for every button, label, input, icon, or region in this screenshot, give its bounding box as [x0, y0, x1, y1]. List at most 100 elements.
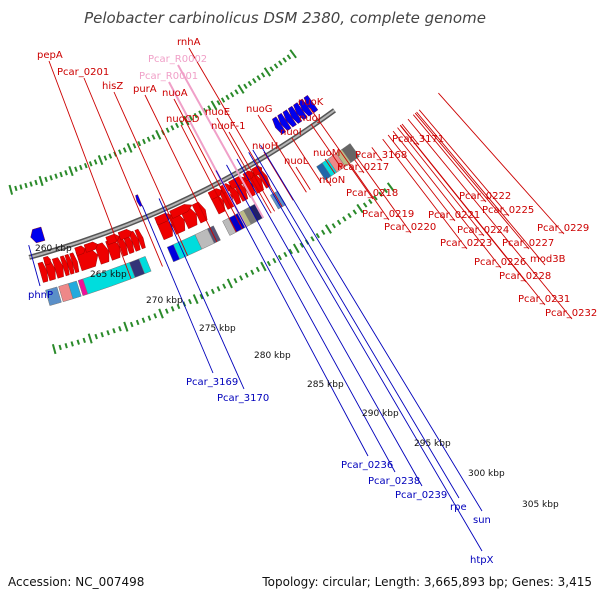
gene-label-nuoCD: nuoCD	[166, 114, 200, 125]
outer-tick	[250, 269, 255, 275]
backbone-ring	[28, 108, 336, 260]
outer-tick	[94, 333, 98, 340]
outer-tick	[192, 294, 199, 305]
leader-line	[416, 111, 546, 266]
gene-label-purA: purA	[133, 84, 157, 95]
forward-gene-arrow	[69, 252, 80, 274]
outer-tick	[260, 261, 267, 272]
cog-block	[68, 280, 82, 300]
outer-tick	[170, 306, 175, 312]
leader-line	[28, 244, 41, 287]
cog-block	[45, 286, 62, 306]
outer-tick	[176, 303, 181, 310]
kbp-label-290: 290 kbp	[362, 409, 399, 419]
gene-label-Pcar_3168: Pcar_3168	[355, 150, 407, 161]
leader-line	[158, 198, 245, 390]
gene-label-nuoE: nuoE	[205, 107, 230, 118]
reverse-gene-arrow	[135, 194, 143, 207]
label-leader-lines	[28, 47, 573, 552]
outer-tick	[331, 223, 336, 229]
leader-line	[216, 117, 272, 214]
outer-tick	[233, 277, 238, 284]
inner-tick	[207, 105, 212, 111]
leader-line	[387, 134, 456, 222]
outer-tick	[158, 308, 164, 319]
forward-gene-arrow	[74, 245, 86, 256]
outer-tick	[147, 315, 152, 321]
gene-label-Pcar_0239: Pcar_0239	[395, 490, 447, 501]
backbone-arc-highlight	[28, 109, 336, 259]
gene-label-mod3B: mod3B	[530, 254, 566, 265]
inner-tick	[247, 80, 253, 87]
inner-tick	[220, 97, 226, 103]
leader-line	[177, 64, 264, 219]
leader-line	[412, 114, 487, 203]
inner-tick	[59, 171, 63, 178]
inner-tick	[142, 138, 146, 145]
outer-tick	[356, 203, 364, 214]
inner-tick	[237, 84, 245, 94]
outer-tick	[123, 321, 129, 332]
inner-tick	[54, 173, 58, 179]
leader-line	[180, 124, 237, 233]
gene-label-Pcar_3169: Pcar_3169	[186, 377, 238, 388]
outer-tick	[141, 317, 146, 323]
outer-tick	[386, 182, 395, 192]
inner-tick	[137, 140, 142, 147]
gene-label-Pcar_0225: Pcar_0225	[482, 205, 534, 216]
reverse-gene-arrow	[282, 109, 297, 128]
leader-line	[48, 60, 132, 280]
gene-arrows	[30, 95, 319, 283]
reverse-gene-arrow	[293, 102, 308, 121]
reverse-gene-arrow	[277, 112, 292, 131]
gene-label-Pcar_R0001: Pcar_R0001	[139, 71, 198, 82]
gene-label-hisZ: hisZ	[102, 81, 123, 92]
inner-tick	[34, 179, 38, 186]
inner-tick	[88, 161, 93, 167]
inner-tick	[260, 72, 266, 78]
outer-tick	[272, 257, 277, 264]
inner-tick	[234, 89, 239, 95]
outer-tick	[106, 330, 110, 336]
inner-tick	[132, 143, 137, 149]
leader-line	[83, 77, 163, 267]
outer-tick	[199, 293, 204, 300]
gene-label-nuoM: nuoM	[313, 148, 340, 159]
accession-text: Accession: NC_007498	[8, 575, 144, 589]
inner-tick	[282, 57, 287, 63]
gene-label-nuoL: nuoL	[284, 156, 309, 167]
inner-tick	[165, 127, 170, 133]
inner-tick	[49, 175, 53, 181]
inner-tick	[229, 91, 235, 98]
cog-block	[341, 143, 360, 163]
leader-line	[397, 127, 485, 237]
kbp-label-305: 305 kbp	[522, 500, 559, 510]
gene-label-Pcar_0221: Pcar_0221	[428, 210, 480, 221]
inner-tick	[151, 134, 156, 140]
forward-gene-arrow	[83, 241, 98, 253]
outer-tick	[310, 236, 315, 242]
outer-tick	[210, 288, 215, 295]
gene-label-Pcar_0220: Pcar_0220	[384, 222, 436, 233]
leader-line	[382, 138, 468, 250]
inner-tick	[122, 147, 127, 153]
forward-gene-arrow	[94, 242, 110, 265]
gene-label-nuoK: nuoK	[298, 97, 324, 108]
leader-line	[400, 124, 546, 306]
inner-tick	[188, 115, 194, 121]
outer-tick	[164, 308, 169, 314]
inner-tick	[216, 100, 221, 106]
outer-tick	[100, 332, 104, 338]
outer-tick	[383, 188, 388, 194]
forward-gene-arrow	[128, 230, 141, 252]
gene-label-Pcar_R0002: Pcar_R0002	[148, 54, 207, 65]
outer-tick	[244, 272, 249, 278]
gene-label-Pcar_0217: Pcar_0217	[337, 162, 389, 173]
cog-block	[206, 225, 221, 244]
gene-label-Pcar_0222: Pcar_0222	[459, 191, 511, 202]
reverse-gene-arrow	[287, 105, 303, 124]
gene-label-nuoI: nuoI	[280, 127, 302, 138]
outer-tick	[188, 298, 192, 305]
leader-line	[228, 131, 275, 212]
leader-line	[348, 163, 374, 200]
